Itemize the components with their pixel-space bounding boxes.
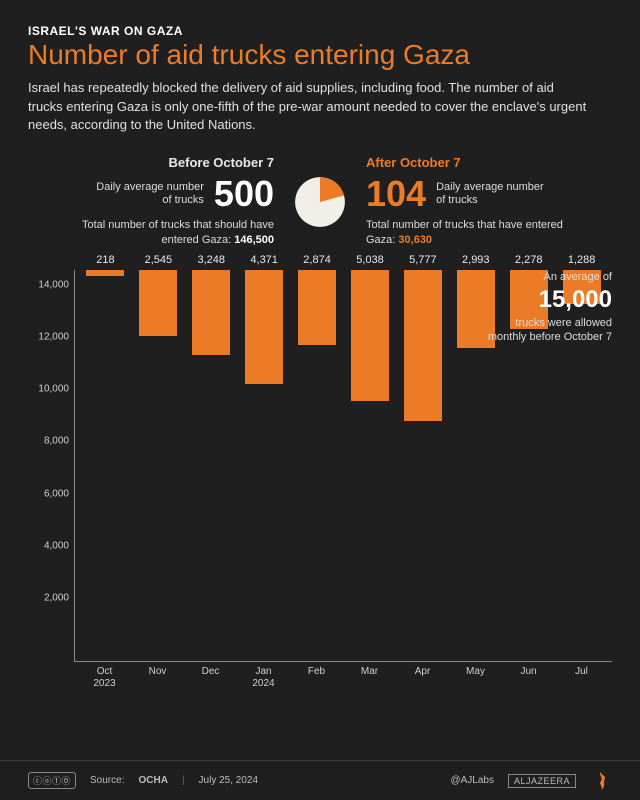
bar: 2,874	[298, 270, 336, 345]
bar-value-label: 1,288	[568, 254, 596, 266]
bar-value-label: 2,545	[145, 254, 173, 266]
x-tick-label: May	[449, 662, 502, 690]
x-tick-label: Nov	[131, 662, 184, 690]
annot-post: trucks were allowed monthly before Octob…	[482, 316, 612, 345]
bar-column: 2,545	[132, 270, 185, 661]
before-total: Total number of trucks that should have …	[54, 218, 274, 248]
bar-value-label: 5,777	[409, 254, 437, 266]
y-tick: 14,000	[29, 280, 69, 291]
after-total-value: 30,630	[398, 234, 432, 246]
bar-value-label: 2,993	[462, 254, 490, 266]
x-axis-labels: Oct2023NovDecJan2024FebMarAprMayJunJul	[74, 662, 612, 690]
source-label: Source:	[90, 775, 124, 786]
pie-icon	[292, 174, 348, 230]
bar: 4,371	[245, 270, 283, 384]
x-tick-label: Oct2023	[78, 662, 131, 690]
after-total-label: Total number of trucks that have entered…	[366, 219, 563, 246]
footer-sep: |	[182, 775, 185, 786]
y-tick: 12,000	[29, 332, 69, 343]
bar-column: 5,038	[344, 270, 397, 661]
x-tick-label: Dec	[184, 662, 237, 690]
before-total-value: 146,500	[234, 234, 274, 246]
x-tick-label: Jul	[555, 662, 608, 690]
bar-chart: An average of 15,000 trucks were allowed…	[28, 270, 612, 690]
bar-column: 4,371	[238, 270, 291, 661]
after-column: After October 7 104 Daily average number…	[366, 155, 586, 248]
chart-annotation: An average of 15,000 trucks were allowed…	[482, 270, 612, 344]
license-badge: ⓒⓞ①⓪	[28, 772, 76, 789]
annot-pre: An average of	[544, 271, 613, 283]
y-tick: 8,000	[29, 436, 69, 447]
bar: 218	[86, 270, 124, 276]
footer-date: July 25, 2024	[199, 775, 259, 786]
bar-column: 3,248	[185, 270, 238, 661]
y-tick: 4,000	[29, 540, 69, 551]
bar: 2,545	[139, 270, 177, 336]
x-tick-label: Feb	[290, 662, 343, 690]
aljazeera-logo-icon	[590, 770, 612, 792]
kicker: ISRAEL'S WAR ON GAZA	[28, 24, 612, 38]
y-tick: 6,000	[29, 488, 69, 499]
bar-value-label: 2,278	[515, 254, 543, 266]
before-avg-value: 500	[214, 176, 274, 212]
footer-handle: @AJLabs	[450, 775, 494, 786]
y-tick: 2,000	[29, 592, 69, 603]
after-heading: After October 7	[366, 155, 586, 170]
bar-column: 2,874	[291, 270, 344, 661]
brand-badge: ALJAZEERA	[508, 774, 576, 788]
bar: 3,248	[192, 270, 230, 355]
bar-value-label: 218	[96, 254, 114, 266]
after-total: Total number of trucks that have entered…	[366, 218, 586, 248]
bar: 5,777	[404, 270, 442, 421]
after-avg-value: 104	[366, 176, 426, 212]
bar-value-label: 3,248	[197, 254, 225, 266]
before-column: Before October 7 Daily average number of…	[54, 155, 274, 248]
annot-value: 15,000	[482, 284, 612, 315]
bar-value-label: 4,371	[250, 254, 278, 266]
description: Israel has repeatedly blocked the delive…	[28, 79, 588, 136]
before-avg-label: Daily average number of trucks	[94, 181, 204, 209]
bar: 5,038	[351, 270, 389, 401]
bar-column: 218	[79, 270, 132, 661]
bar-value-label: 2,874	[303, 254, 331, 266]
x-tick-label: Apr	[396, 662, 449, 690]
y-tick: 10,000	[29, 384, 69, 395]
bar-column: 5,777	[396, 270, 449, 661]
before-heading: Before October 7	[54, 155, 274, 170]
x-tick-label: Mar	[343, 662, 396, 690]
page-title: Number of aid trucks entering Gaza	[28, 40, 612, 71]
footer: ⓒⓞ①⓪ Source: OCHA | July 25, 2024 @AJLab…	[0, 760, 640, 800]
x-tick-label: Jun	[502, 662, 555, 690]
after-avg-label: Daily average number of trucks	[436, 181, 546, 209]
comparison-panel: Before October 7 Daily average number of…	[28, 155, 612, 248]
x-tick-label: Jan2024	[237, 662, 290, 690]
bar-value-label: 5,038	[356, 254, 384, 266]
source-value: OCHA	[138, 775, 167, 786]
